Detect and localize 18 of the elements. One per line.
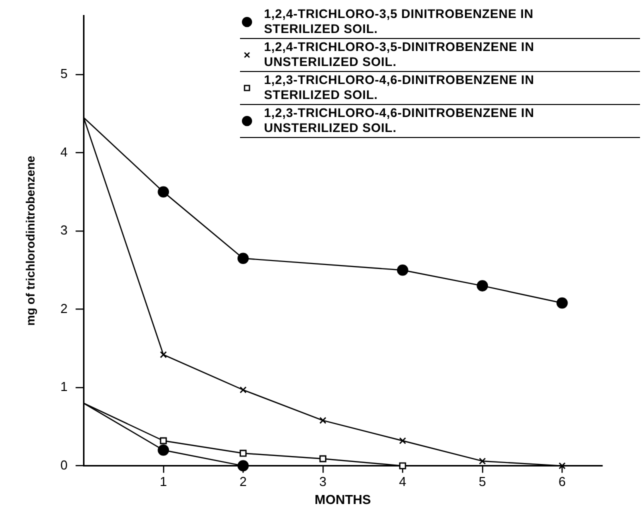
y-tick-label: 5 (60, 66, 68, 82)
y-axis-title: mg of trichlorodinitrobenzene (24, 155, 38, 326)
y-tick-label: 2 (60, 300, 68, 316)
y-tick-label: 4 (60, 144, 68, 160)
y-tick-label: 0 (60, 457, 68, 472)
x-tick-label: 3 (319, 474, 326, 490)
legend-label: 1,2,4-TRICHLORO-3,5-DINITROBENZENE IN UNSTERILIZED SOIL. (264, 40, 536, 70)
legend-label: 1,2,3-TRICHLORO-4,6-DINITROBENZENE IN STERILIZED SOIL. (264, 73, 536, 103)
legend-label: 1,2,3-TRICHLORO-4,6-DINITROBENZENE IN UNSTERILIZED SOIL. (264, 106, 536, 136)
x-tick-label: 6 (558, 474, 566, 490)
x-tick-label: 1 (160, 474, 167, 490)
x-axis-title: MONTHS (314, 492, 372, 507)
x-tick-label: 4 (399, 474, 406, 490)
legend-label: 1,2,4-TRICHLORO-3,5 DINITROBENZENE IN STERILIZED SOIL. (264, 7, 534, 37)
y-tick-label: 3 (60, 222, 68, 238)
y-tick-label: 1 (60, 379, 68, 394)
x-tick-label: 5 (478, 474, 486, 490)
x-tick-label: 2 (240, 474, 247, 490)
